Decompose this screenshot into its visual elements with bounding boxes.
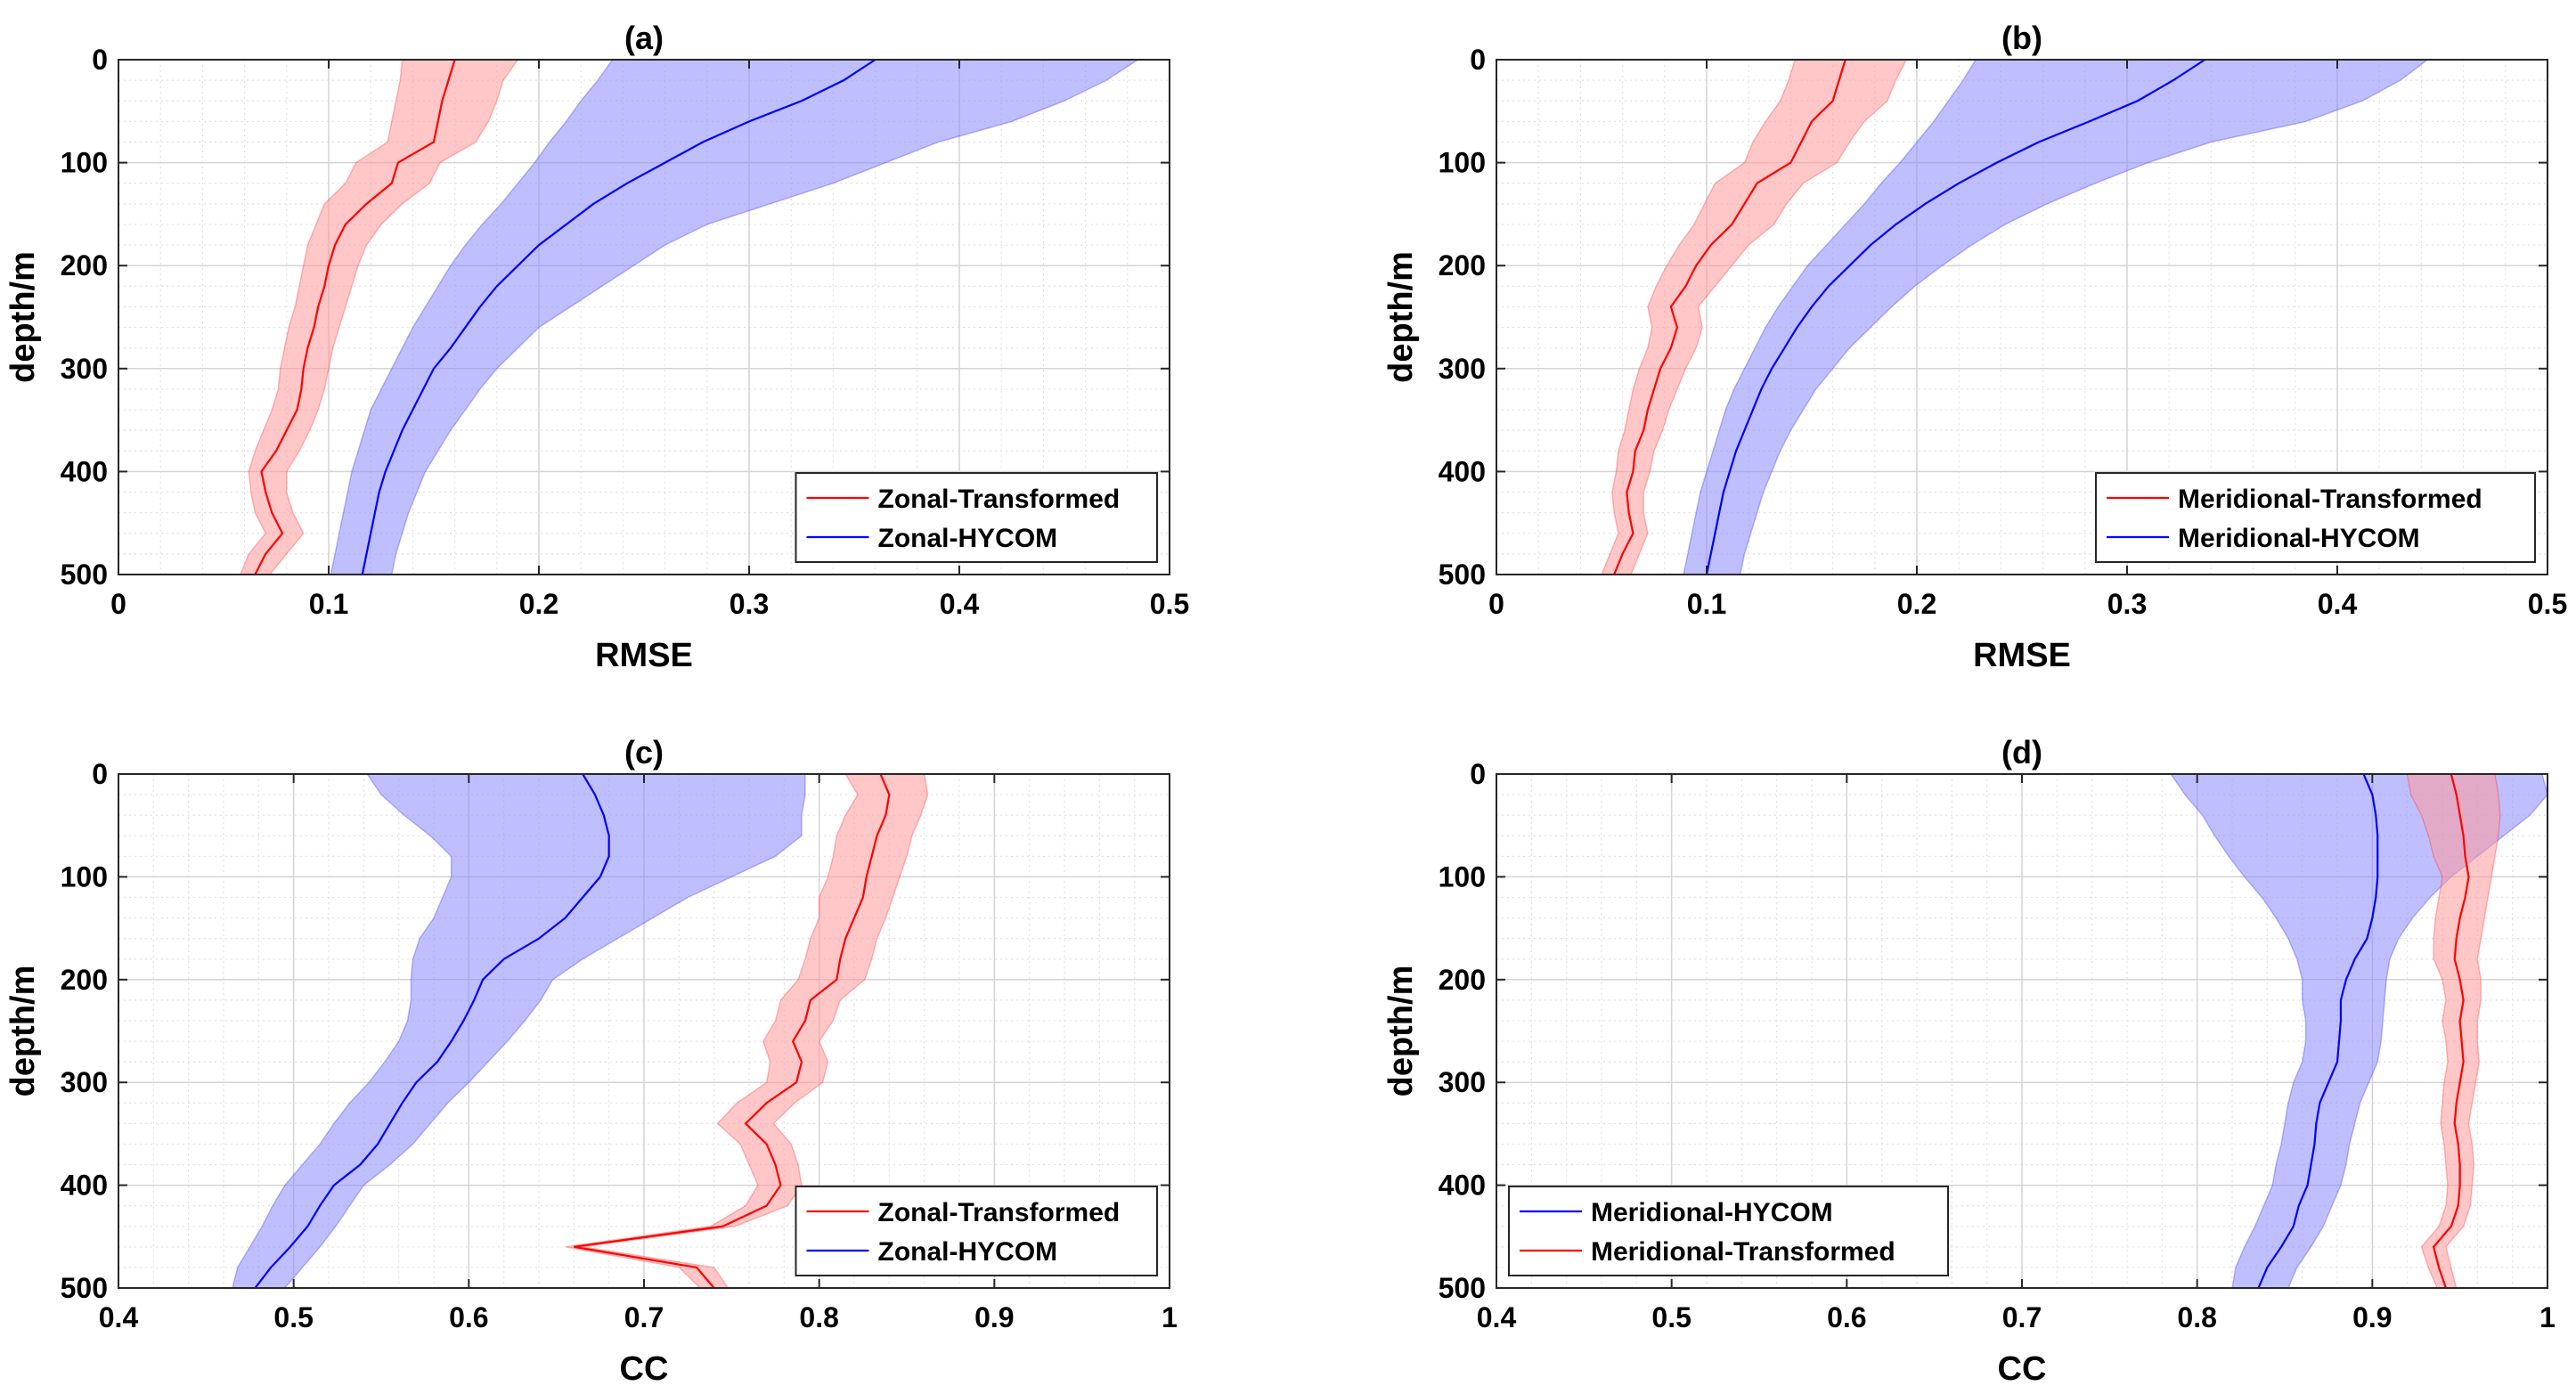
y-tick-label: 400 (1439, 1170, 1486, 1202)
legend-label-0: Zonal-Transformed (878, 485, 1121, 514)
y-tick-label: 0 (1470, 758, 1486, 790)
panel-title: (d) (2001, 734, 2042, 770)
x-tick-label: 0.2 (1897, 588, 1936, 620)
legend: Meridional-Transformed Meridional-HYCOM (2095, 472, 2536, 563)
legend-label-0: Meridional-Transformed (2178, 485, 2482, 514)
panel-a: 0 0.1 0.2 0.3 0.4 0.5 0 100 200 300 400 500 (a) RMSE d… (4, 20, 1189, 674)
y-axis-label: depth/m (4, 251, 42, 383)
x-tick-label: 0.4 (1477, 1301, 1517, 1333)
series-line-1 (254, 773, 610, 1289)
legend-box (795, 1186, 1158, 1276)
y-tick-label: 400 (61, 1170, 108, 1202)
x-tick-label: 0 (110, 588, 126, 620)
series-line-0 (574, 773, 891, 1289)
x-tick-label: 0.5 (1651, 1301, 1691, 1333)
series-line-1 (361, 59, 876, 575)
x-axis-label: CC (1998, 1350, 2047, 1388)
axes-frame (1496, 59, 2548, 575)
y-tick-label: 100 (61, 147, 108, 179)
x-tick-label: 0.6 (1827, 1301, 1866, 1333)
x-tick-label: 0.6 (449, 1301, 488, 1333)
x-tick-label: 0.7 (2002, 1301, 2042, 1333)
panel-title: (c) (624, 734, 664, 770)
x-tick-label: 0.2 (519, 588, 558, 620)
y-axis-label: depth/m (1382, 966, 1420, 1097)
y-tick-label: 300 (1439, 1066, 1486, 1098)
panel-title: (b) (2001, 20, 2042, 56)
y-tick-label: 500 (1439, 558, 1486, 591)
legend-label-0: Zonal-Transformed (878, 1198, 1121, 1227)
y-tick-label: 0 (92, 758, 108, 790)
legend-box (1508, 1186, 1949, 1276)
y-axis-label: depth/m (1382, 251, 1420, 383)
legend-box (795, 472, 1158, 563)
legend: Zonal-Transformed Zonal-HYCOM (795, 472, 1158, 563)
x-tick-label: 0 (1488, 588, 1504, 620)
x-tick-label: 0.8 (2177, 1301, 2216, 1333)
y-tick-label: 500 (1439, 1272, 1486, 1304)
panel-title: (a) (624, 20, 664, 56)
x-tick-label: 0.9 (2352, 1301, 2392, 1333)
x-tick-label: 0.3 (2107, 588, 2147, 620)
legend-label-1: Meridional-HYCOM (2178, 524, 2420, 553)
y-tick-label: 500 (61, 1272, 108, 1304)
legend-label-1: Meridional-Transformed (1591, 1237, 1895, 1267)
x-tick-label: 1 (2539, 1301, 2556, 1333)
x-tick-label: 1 (1162, 1301, 1178, 1333)
legend-label-1: Zonal-HYCOM (878, 1237, 1058, 1267)
x-tick-label: 0.4 (99, 1301, 139, 1333)
series-line-0 (1613, 59, 1846, 575)
panel-c: 0.4 0.5 0.6 0.7 0.8 0.9 1 0 100 200 300 400 500 (c) CC… (4, 734, 1178, 1388)
y-tick-label: 0 (92, 44, 108, 76)
y-tick-label: 200 (61, 249, 108, 281)
y-axis-label: depth/m (4, 966, 42, 1097)
y-tick-label: 300 (1439, 353, 1486, 385)
x-axis-label: RMSE (1973, 637, 2071, 674)
panel-d: 0.4 0.5 0.6 0.7 0.8 0.9 1 0 100 200 300 400 500 (d) CC… (1382, 734, 2556, 1388)
x-tick-label: 0.4 (2318, 588, 2358, 620)
x-axis-label: RMSE (595, 637, 693, 674)
legend: Meridional-HYCOM Meridional-Transformed (1508, 1186, 1949, 1276)
y-tick-label: 100 (1439, 860, 1486, 893)
x-tick-label: 0.3 (730, 588, 769, 620)
legend-label-1: Zonal-HYCOM (878, 524, 1058, 553)
spread-band-1 (231, 773, 806, 1289)
series-line-1 (2432, 773, 2470, 1289)
panel-b: 0 0.1 0.2 0.3 0.4 0.5 0 100 200 300 400 500 (b) RMSE d… (1382, 20, 2567, 674)
series-line-1 (1705, 59, 2205, 575)
y-tick-label: 100 (1439, 147, 1486, 179)
x-tick-label: 0.1 (309, 588, 348, 620)
x-tick-label: 0.7 (624, 1301, 664, 1333)
y-tick-label: 400 (61, 455, 108, 487)
x-tick-label: 0.9 (974, 1301, 1014, 1333)
y-tick-label: 300 (61, 1066, 108, 1098)
y-tick-label: 400 (1439, 455, 1486, 487)
y-tick-label: 100 (61, 860, 108, 893)
x-tick-label: 0.5 (2528, 588, 2567, 620)
x-tick-label: 0.1 (1687, 588, 1726, 620)
y-tick-label: 200 (61, 964, 108, 996)
y-tick-label: 200 (1439, 249, 1486, 281)
legend-box (2095, 472, 2536, 563)
y-tick-label: 0 (1470, 44, 1486, 76)
series-line-0 (2257, 773, 2379, 1289)
x-tick-label: 0.4 (940, 588, 980, 620)
axes-frame (118, 59, 1170, 575)
x-axis-label: CC (620, 1350, 669, 1388)
y-tick-label: 200 (1439, 964, 1486, 996)
y-tick-label: 300 (61, 353, 108, 385)
legend: Zonal-Transformed Zonal-HYCOM (795, 1186, 1158, 1276)
x-tick-label: 0.8 (799, 1301, 838, 1333)
legend-label-0: Meridional-HYCOM (1591, 1198, 1833, 1227)
x-tick-label: 0.5 (1150, 588, 1189, 620)
x-tick-label: 0.5 (273, 1301, 313, 1333)
y-tick-label: 500 (61, 558, 108, 591)
series-line-0 (254, 59, 456, 575)
